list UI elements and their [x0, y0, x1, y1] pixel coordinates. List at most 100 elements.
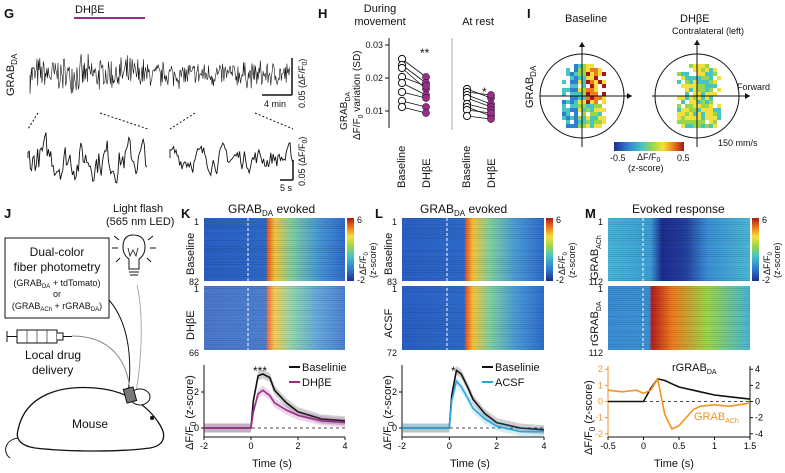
- i-drug-cell-85: [717, 104, 721, 108]
- i-drug-cell-45: [713, 84, 717, 88]
- i-baseline-cell-116: [586, 116, 590, 120]
- i-drug-cell-34: [705, 80, 709, 84]
- l-row-10: [402, 238, 544, 239]
- m-row-37: [608, 296, 750, 297]
- i-baseline-cell-37: [594, 80, 598, 84]
- i-baseline-cell-99: [590, 108, 594, 112]
- i-drug-cell-76: [709, 100, 713, 104]
- m-row-33: [608, 288, 750, 289]
- i-baseline-cell-93: [566, 108, 570, 112]
- l-row-42: [402, 306, 544, 307]
- j-photometry-box: [4, 237, 110, 319]
- i-baseline-cell-66: [578, 96, 582, 100]
- l-row-25: [402, 268, 544, 269]
- l-row-8: [402, 234, 544, 235]
- i-baseline-cell-75: [570, 100, 574, 104]
- m-ytick-right-label-4: -4: [755, 429, 763, 439]
- m-row-41: [608, 304, 750, 305]
- h-move-pair-line-4: [401, 82, 427, 96]
- j-mouse-label: Mouse: [72, 417, 108, 431]
- m-row-7: [608, 232, 750, 233]
- k-row-1: [204, 220, 345, 221]
- l-row1-label: Baseline: [383, 233, 395, 275]
- i-arrow-up-2: [694, 40, 700, 45]
- k-row-50: [204, 322, 345, 323]
- m-row-19: [608, 256, 750, 257]
- i-drug-cell-132: [697, 124, 701, 128]
- j-box-opt2: (GRABACh + rGRABDA): [12, 301, 102, 313]
- m-ytick-left-label-1: 1: [598, 380, 603, 390]
- l-row-3: [402, 224, 544, 225]
- i-ylabel: GRABDA: [524, 65, 538, 108]
- i-cb-label: ΔF/F0: [637, 152, 661, 164]
- i-baseline-cell-4: [590, 64, 594, 68]
- k-row-5: [204, 228, 345, 229]
- i-baseline-cell-35: [586, 80, 590, 84]
- k-row-12: [204, 242, 345, 243]
- i-drug-cell-11: [677, 72, 681, 76]
- g-zoom-guide-4: [254, 112, 294, 130]
- k-band-0: [204, 369, 345, 433]
- k-row-21: [204, 260, 345, 261]
- k-row-23: [204, 264, 345, 265]
- m-xtick-label-3: 1: [712, 441, 717, 451]
- l-series-1: [402, 379, 544, 433]
- k-row-42: [204, 306, 345, 307]
- l-row-60: [402, 342, 544, 343]
- i-baseline-cell-101: [598, 108, 602, 112]
- i-baseline-cell-76: [574, 100, 578, 104]
- m-row-8: [608, 234, 750, 235]
- i-baseline-cell-79: [586, 100, 590, 104]
- l-row-50: [402, 322, 544, 323]
- i-polar-map-baseline: [562, 64, 606, 128]
- k-row-26: [204, 270, 345, 271]
- h-move-pair-line-3: [401, 76, 427, 87]
- i-baseline-cell-105: [574, 112, 578, 116]
- m-row-21: [608, 260, 750, 261]
- k-row-38: [204, 298, 345, 299]
- k-sig: ***: [253, 364, 267, 378]
- m-trace1-label: rGRABDA: [672, 362, 717, 376]
- i-baseline-cell-39: [602, 80, 606, 84]
- i-drug-cell-114: [701, 116, 705, 120]
- i-baseline-cell-24: [574, 76, 578, 80]
- i-drug-cell-71: [689, 100, 693, 104]
- l-legend-2: ACSF: [495, 377, 525, 389]
- svg-text:0.05 (ΔF/F0): 0.05 (ΔF/F0): [297, 137, 309, 186]
- h-ytick-3: 0.01: [365, 106, 383, 116]
- m-ytick-right-label-1: 2: [755, 380, 760, 390]
- i-baseline-cell-7: [578, 68, 582, 72]
- svg-text:GRABACh: GRABACh: [589, 235, 603, 280]
- i-drug-cell-124: [697, 120, 701, 124]
- h-ytick-1: 0.03: [365, 40, 383, 50]
- k-row-35: [204, 292, 345, 293]
- k-row-58: [204, 338, 345, 339]
- k-ylabel: ΔF/F0 (z-score): [184, 375, 198, 450]
- k-row-16: [204, 250, 345, 251]
- i-baseline-cell-128: [598, 120, 602, 124]
- i-baseline-cell-96: [578, 108, 582, 112]
- i-drug-cell-28: [677, 80, 681, 84]
- i-drug-cell-15: [701, 72, 705, 76]
- panel-label-l: L: [375, 206, 383, 221]
- i-baseline-cell-112: [570, 116, 574, 120]
- l-row-56: [402, 334, 544, 335]
- l-row-35: [402, 292, 544, 293]
- k-row-27: [204, 272, 345, 273]
- i-baseline-cell-13: [566, 72, 570, 76]
- h-ylabel-2: GRABDA: [339, 92, 352, 130]
- i-cb-max: 0.5: [677, 153, 690, 163]
- i-drug-cell-128: [681, 124, 685, 128]
- g-long-trace: [29, 53, 290, 94]
- i-drug-cell-86: [677, 108, 681, 112]
- i-baseline-cell-43: [590, 84, 594, 88]
- i-baseline-cell-118: [594, 116, 598, 120]
- i-drug-cell-107: [717, 112, 721, 116]
- m-heatmap-da: [608, 286, 750, 350]
- g-scale-y-label: 0.05 (ΔF/F0): [297, 59, 309, 108]
- i-drug-cell-29: [685, 80, 689, 84]
- i-drug-cell-14: [697, 72, 701, 76]
- m-row-28: [608, 274, 750, 275]
- l-heatmap-baseline: [402, 218, 544, 281]
- l-row-63: [402, 348, 544, 349]
